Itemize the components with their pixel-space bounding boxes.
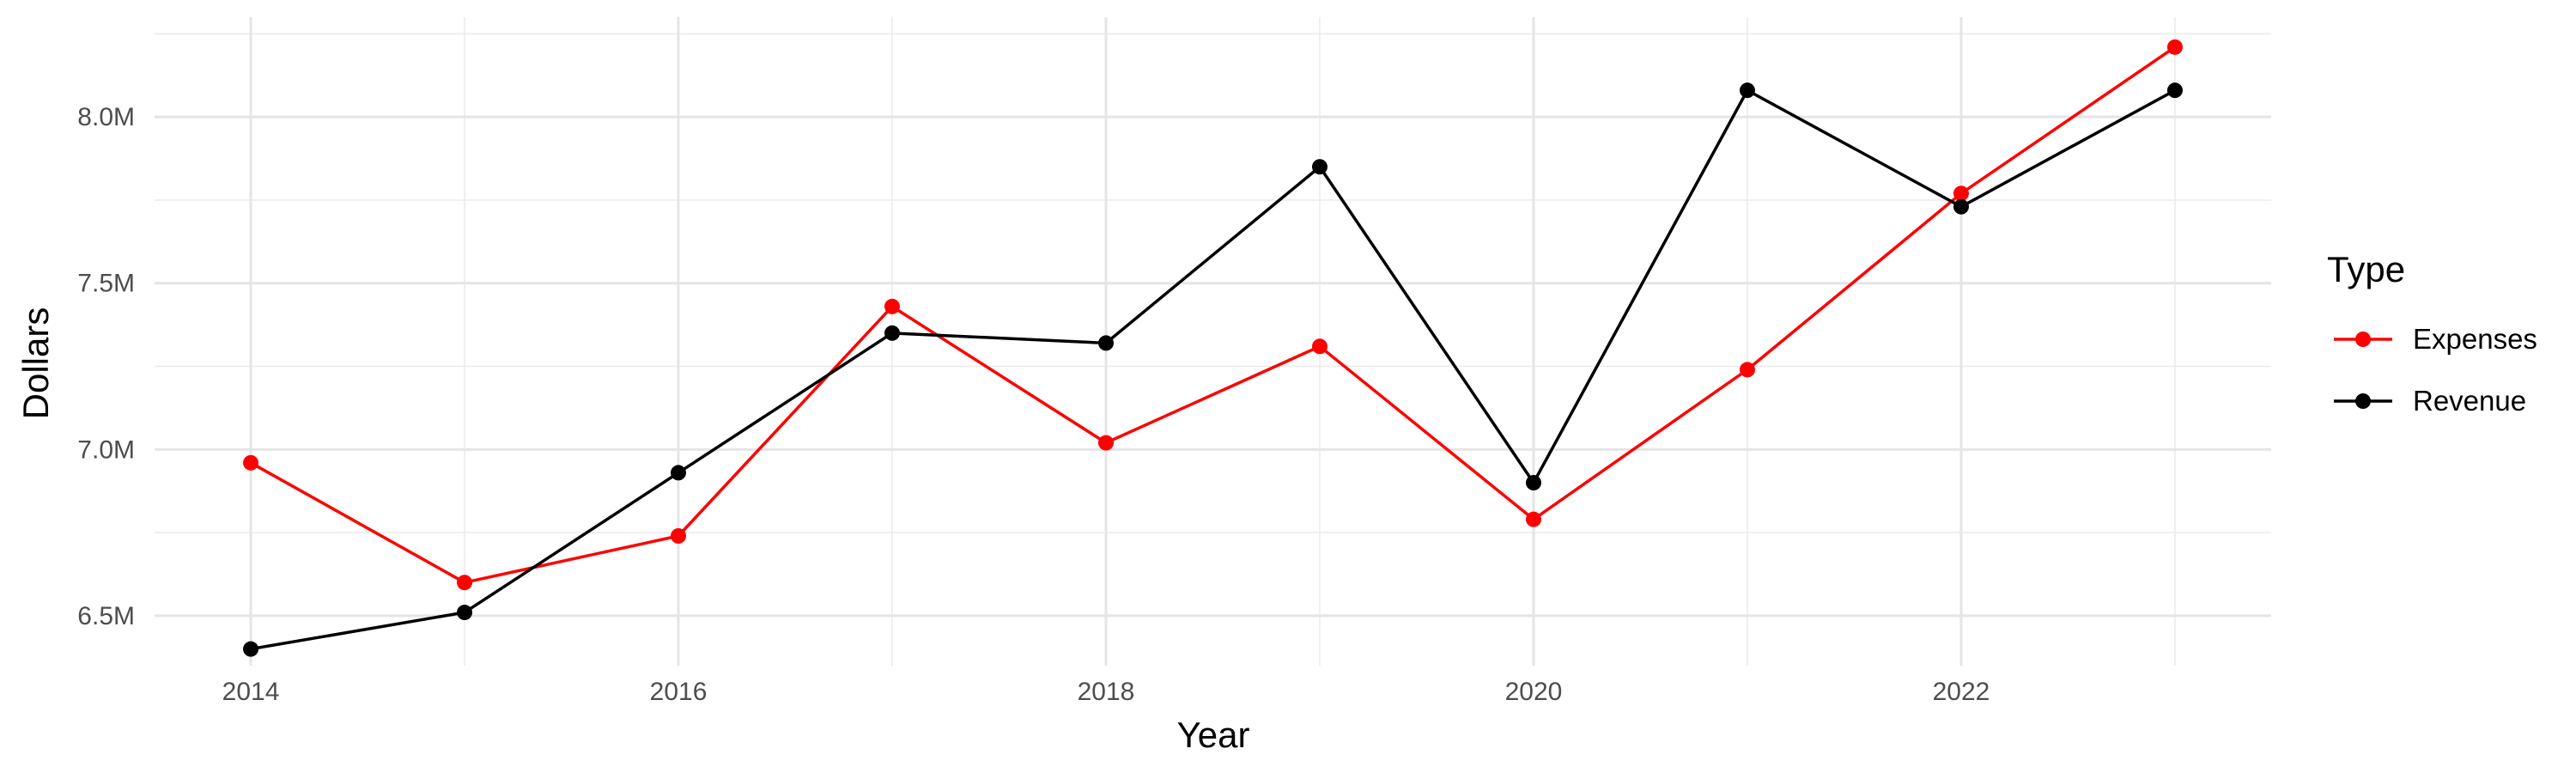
- data-point-expenses: [1098, 435, 1115, 451]
- x-tick-label: 2018: [1078, 678, 1135, 706]
- data-point-revenue: [884, 325, 901, 341]
- legend-item-revenue: Revenue: [2334, 385, 2526, 417]
- data-point-expenses: [1525, 511, 1541, 527]
- legend-key-point: [2355, 393, 2371, 409]
- y-tick-label: 6.5M: [77, 602, 135, 630]
- series-expenses: [243, 39, 2183, 591]
- data-point-revenue: [1953, 198, 1969, 215]
- data-point-revenue: [1525, 475, 1541, 491]
- data-point-revenue: [457, 605, 473, 621]
- x-axis-ticks: 2014 2016 2018 2020 2022: [222, 678, 1990, 706]
- y-axis-title: Dollars: [15, 307, 56, 420]
- data-point-expenses: [243, 454, 259, 471]
- y-axis-ticks: 6.5M 7.0M 7.5M 8.0M: [77, 103, 135, 630]
- legend-key-point: [2355, 332, 2371, 347]
- x-tick-label: 2014: [222, 678, 280, 706]
- data-point-expenses: [884, 298, 901, 314]
- x-tick-label: 2022: [1933, 678, 1990, 706]
- legend-items: Expenses Revenue: [2334, 323, 2537, 417]
- legend-label: Expenses: [2413, 323, 2537, 355]
- data-point-revenue: [1739, 82, 1755, 99]
- data-point-revenue: [1098, 335, 1115, 351]
- data-point-expenses: [2166, 39, 2183, 55]
- series-layer: [243, 39, 2183, 657]
- y-tick-label: 7.5M: [77, 270, 135, 298]
- data-point-expenses: [457, 575, 473, 591]
- data-point-expenses: [1311, 338, 1327, 355]
- data-point-expenses: [1953, 186, 1969, 202]
- x-tick-label: 2016: [650, 678, 708, 706]
- data-point-revenue: [243, 641, 259, 657]
- x-tick-label: 2020: [1505, 678, 1563, 706]
- legend: Type Expenses Revenue: [2327, 249, 2537, 417]
- grid: [155, 17, 2271, 666]
- x-axis-title: Year: [1177, 715, 1250, 755]
- legend-label: Revenue: [2413, 385, 2526, 417]
- series-line-revenue: [250, 88, 2176, 651]
- data-point-expenses: [1739, 362, 1755, 378]
- data-point-revenue: [1311, 159, 1327, 175]
- data-point-revenue: [671, 465, 687, 481]
- y-tick-label: 7.0M: [77, 435, 135, 464]
- data-point-revenue: [2166, 82, 2183, 99]
- y-tick-label: 8.0M: [77, 103, 135, 131]
- series-line-expenses: [250, 46, 2176, 584]
- data-point-expenses: [671, 528, 687, 544]
- series-revenue: [243, 82, 2183, 657]
- legend-item-expenses: Expenses: [2334, 323, 2537, 355]
- legend-title: Type: [2327, 249, 2405, 289]
